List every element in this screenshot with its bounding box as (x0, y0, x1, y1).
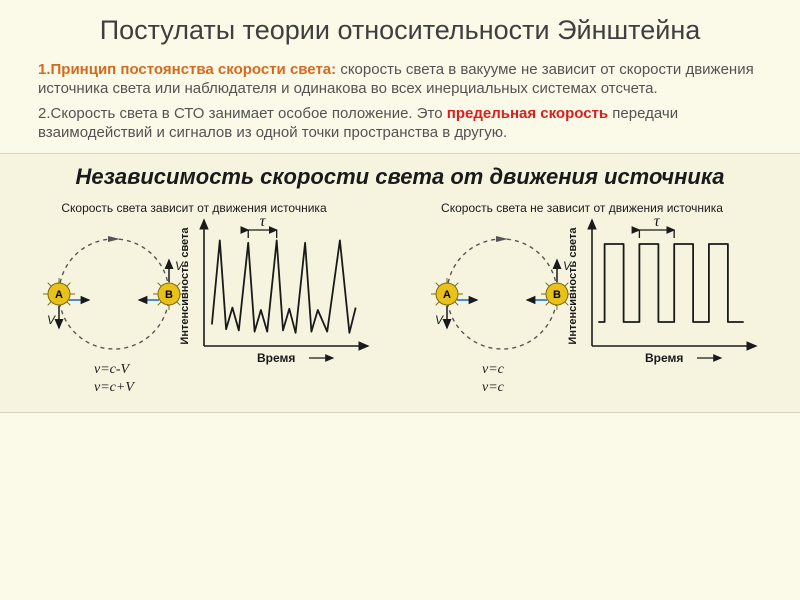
postulate-1-lead: 1.Принцип постоянства скорости света: (38, 61, 340, 78)
svg-text:A: A (443, 289, 451, 301)
figure-light-speed: Независимость скорости света от движения… (0, 153, 800, 413)
svg-text:v=c: v=c (482, 362, 505, 377)
svg-text:v=c: v=c (482, 380, 505, 395)
svg-text:B: B (553, 289, 561, 301)
postulate-2-pre: 2.Скорость света в СТО занимает особое п… (38, 105, 447, 122)
postulate-2: 2.Скорость света в СТО занимает особое п… (38, 104, 762, 142)
page-title: Постулаты теории относительности Эйнштей… (38, 14, 762, 48)
svg-text:τ: τ (260, 213, 267, 230)
svg-text:Интенсивность света: Интенсивность света (179, 226, 191, 344)
svg-text:V: V (435, 313, 444, 327)
svg-text:Время: Время (645, 351, 683, 365)
svg-text:Время: Время (257, 351, 295, 365)
svg-text:τ: τ (654, 213, 661, 230)
postulate-2-highlight: предельная скорость (447, 105, 608, 122)
svg-text:v=c-V: v=c-V (94, 362, 131, 377)
svg-text:Скорость света не зависит от д: Скорость света не зависит от движения ис… (441, 201, 723, 215)
svg-text:Скорость света зависит от движ: Скорость света зависит от движения источ… (61, 201, 327, 215)
svg-text:V: V (47, 313, 56, 327)
postulate-1: 1.Принцип постоянства скорости света: ск… (38, 60, 762, 98)
svg-text:Интенсивность света: Интенсивность света (567, 226, 579, 344)
svg-text:B: B (165, 289, 173, 301)
svg-text:v=c+V: v=c+V (94, 380, 135, 395)
body-text: 1.Принцип постоянства скорости света: ск… (38, 60, 762, 143)
svg-text:A: A (55, 289, 63, 301)
svg-text:Независимость скорости света о: Независимость скорости света от движения… (76, 164, 725, 189)
